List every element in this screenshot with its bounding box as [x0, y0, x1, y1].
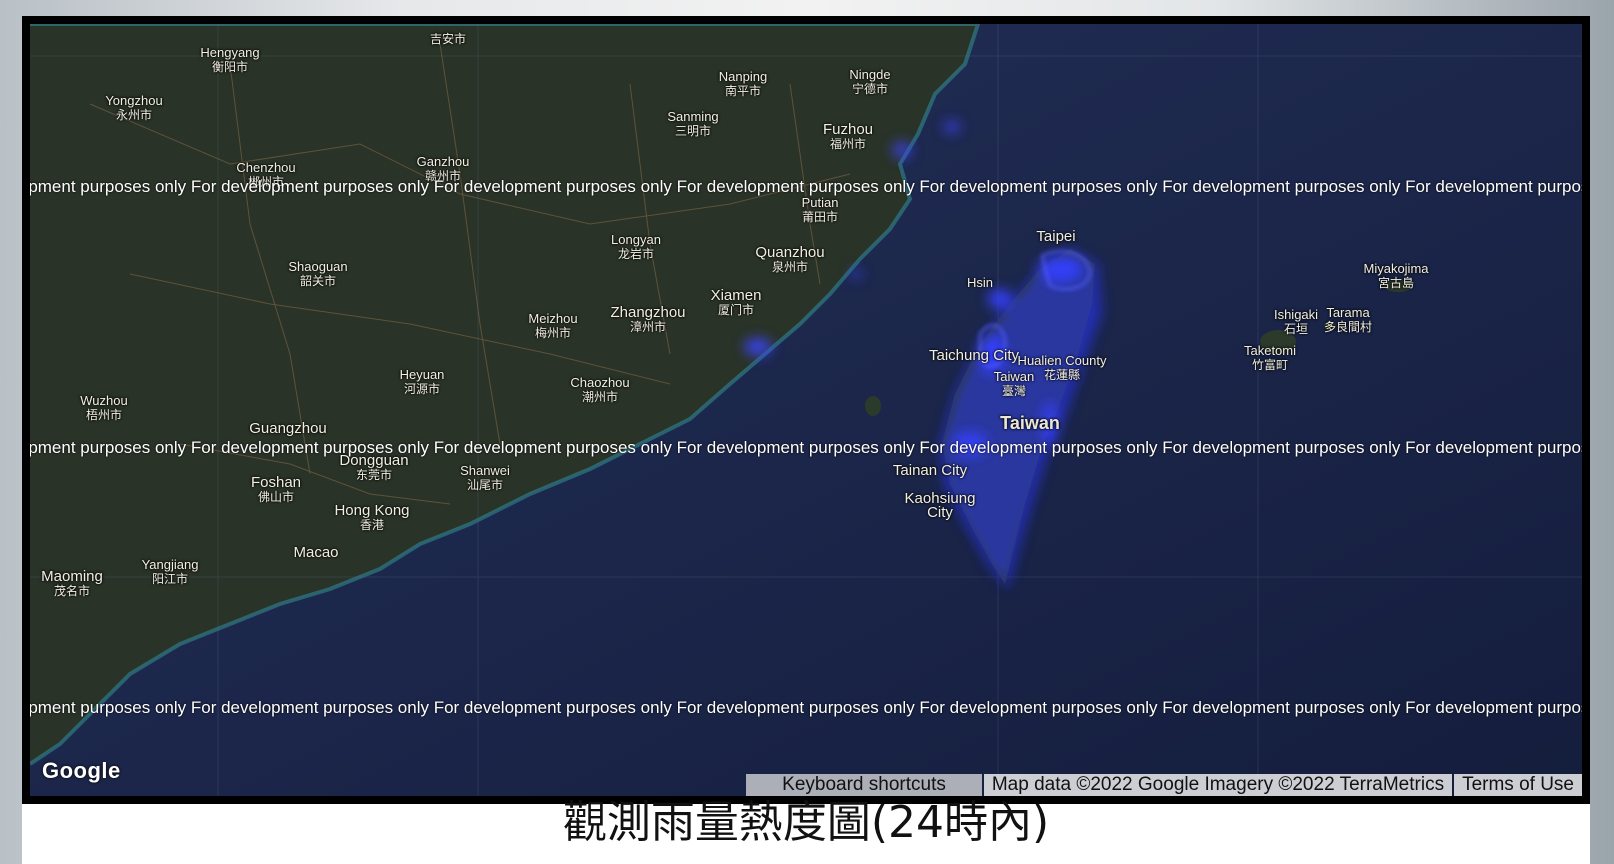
place-quanzhou: Quanzhou 泉州市: [755, 244, 825, 274]
place-ganzhou: Ganzhou 赣州市: [416, 154, 470, 184]
rainfall-heat-layer: [744, 120, 1102, 589]
place-xiamen: Xiamen 厦门市: [710, 287, 762, 317]
place-hengyang: Hengyang 衡阳市: [200, 45, 260, 75]
dev-watermark-row: For development purposes only For develo…: [30, 177, 1582, 196]
place-guangzhou: Guangzhou: [249, 420, 327, 437]
place-miyakojima: Miyakojima 宮古島: [1363, 261, 1429, 291]
place-longyan: Longyan 龙岩市: [611, 232, 661, 262]
place-tarama: Tarama 多良間村: [1323, 305, 1373, 335]
place-hongkong: Hong Kong 香港: [334, 502, 410, 532]
google-logo[interactable]: Google: [42, 758, 121, 783]
place-tainan: Tainan City: [892, 462, 968, 479]
place-sanming: Sanming 三明市: [667, 109, 719, 139]
place-shaoguan: Shaoguan 韶关市: [288, 259, 348, 289]
place-taiwan: Taiwan: [1000, 413, 1060, 433]
place-taichung: Taichung City: [928, 347, 1020, 364]
place-yongzhou: Yongzhou 永州市: [105, 93, 163, 123]
place-nanping: Nanping 南平市: [718, 69, 768, 99]
place-taipei: Taipei: [1036, 228, 1076, 245]
place-yangjiang: Yangjiang 阳江市: [141, 557, 199, 587]
place-macao: Macao: [293, 544, 339, 561]
place-taiwan-small: Taiwan 臺灣: [993, 369, 1035, 399]
place-foshan: Foshan 佛山市: [250, 474, 302, 504]
place-putian: Putian 莆田市: [801, 195, 839, 225]
place-zhangzhou: Zhangzhou 漳州市: [610, 304, 686, 334]
heatmap-caption: 觀測雨量熱度圖(24時內): [562, 797, 1050, 848]
keyboard-shortcuts-link[interactable]: Keyboard shortcuts: [746, 774, 982, 796]
place-taketomi: Taketomi 竹富町: [1243, 343, 1297, 373]
place-meizhou: Meizhou 梅州市: [528, 311, 578, 341]
place-hualien: Hualien County 花蓮縣: [1017, 353, 1107, 383]
map-data-attribution: Map data ©2022 Google Imagery ©2022 Terr…: [983, 774, 1453, 796]
place-ishigaki: Ishigaki 石垣: [1273, 307, 1319, 337]
map-attribution-bar: Keyboard shortcuts Map data ©2022 Google…: [744, 774, 1582, 796]
map-frame: Hengyang 衡阳市 吉安市 Yongzhou 永州市 Nanping 南平市 N…: [22, 16, 1590, 804]
place-shanwei: Shanwei 汕尾市: [460, 463, 510, 493]
place-hsinchu: Hsin: [966, 275, 994, 290]
place-chaozhou: Chaozhou 潮州市: [570, 375, 630, 405]
place-dongguan: Dongguan 东莞市: [339, 452, 409, 482]
mainland-china: [30, 24, 978, 764]
rainfall-heatmap-map[interactable]: Hengyang 衡阳市 吉安市 Yongzhou 永州市 Nanping 南平市 N…: [30, 24, 1582, 796]
place-fuzhou: Fuzhou 福州市: [822, 121, 874, 151]
place-maoming: Maoming 茂名市: [41, 568, 103, 598]
road-network: [89, 43, 851, 505]
dev-watermark-row: For development purposes only For develo…: [30, 438, 1582, 457]
place-chenzhou: Chenzhou 郴州市: [236, 160, 296, 190]
terms-of-use-link[interactable]: Terms of Use: [1454, 774, 1582, 796]
dev-watermark-row: For development purposes only For develo…: [30, 698, 1582, 717]
place-ningde: Ningde 宁德市: [849, 67, 891, 97]
place-kaohsiung: Kaohsiung City: [904, 490, 976, 521]
place-jian: 吉安市: [429, 32, 467, 46]
map-base: [30, 24, 1582, 796]
place-heyuan: Heyuan 河源市: [399, 367, 445, 397]
place-wuzhou: Wuzhou 梧州市: [80, 393, 128, 423]
